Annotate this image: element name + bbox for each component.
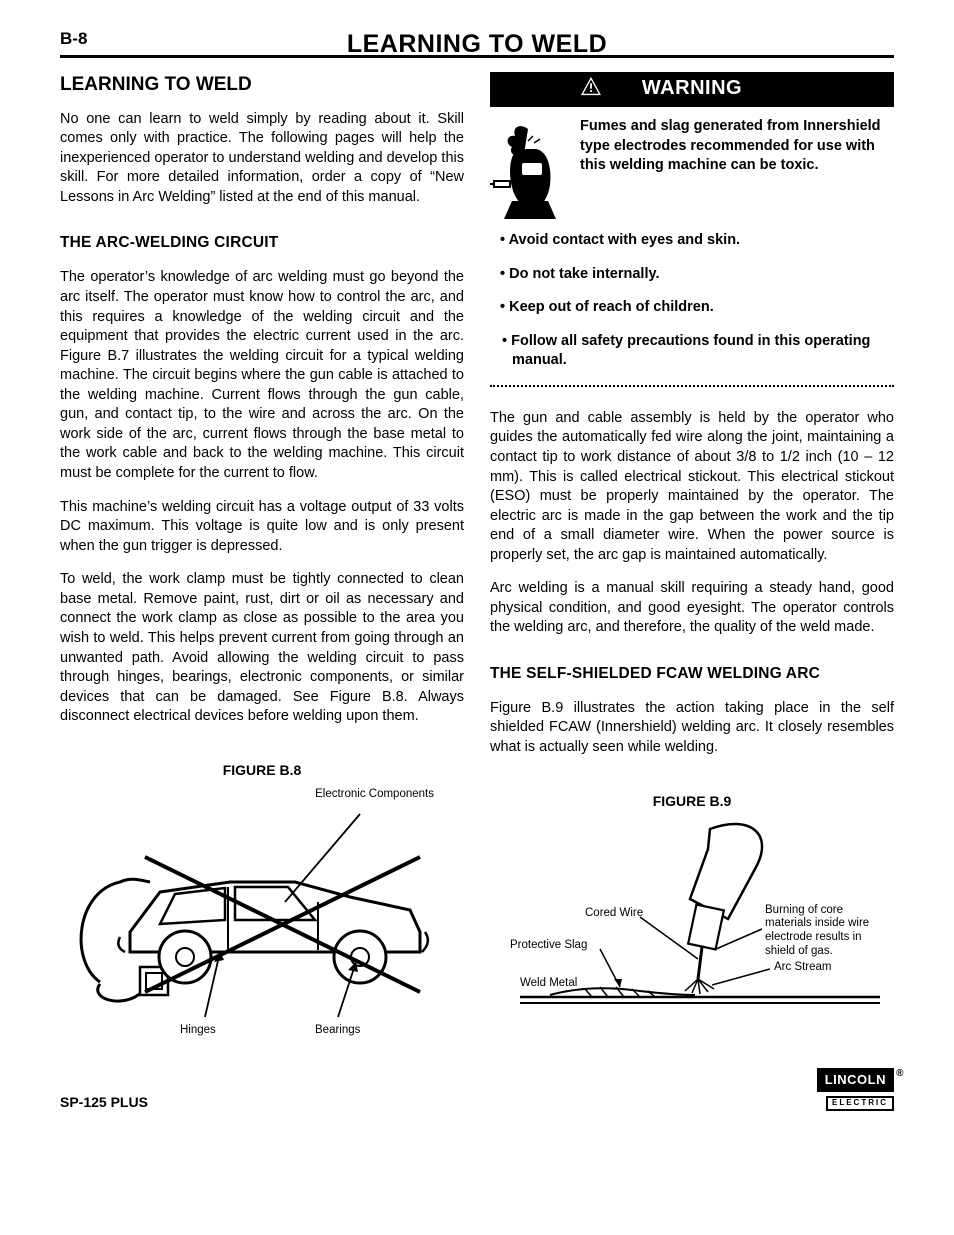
- warning-content: Fumes and slag generated from Innershiel…: [490, 117, 894, 221]
- page-header: B-8 LEARNING TO WELD: [60, 28, 894, 58]
- circuit-p2: This machine’s welding circuit has a vol…: [60, 498, 464, 557]
- intro-paragraph: No one can learn to weld simply by readi…: [60, 110, 464, 208]
- page-title: LEARNING TO WELD: [60, 28, 894, 62]
- figure-b9-label-arc: Arc Stream: [774, 961, 832, 975]
- warning-bullet-list: • Avoid contact with eyes and skin. • Do…: [500, 231, 894, 371]
- model-number: SP-125 PLUS: [60, 1093, 148, 1112]
- page-number: B-8: [60, 28, 87, 51]
- lincoln-logo: LINCOLN ® ELECTRIC: [817, 1068, 894, 1112]
- circuit-p3: To weld, the work clamp must be tightly …: [60, 570, 464, 727]
- logo-sub-text: ELECTRIC: [826, 1096, 894, 1111]
- right-p3: Figure B.9 illustrates the action taking…: [490, 699, 894, 758]
- content-columns: LEARNING TO WELD No one can learn to wel…: [60, 72, 894, 1038]
- section-heading-learning: LEARNING TO WELD: [60, 72, 464, 98]
- page-footer: SP-125 PLUS LINCOLN ® ELECTRIC: [60, 1068, 894, 1112]
- warning-item-3: • Keep out of reach of children.: [500, 298, 894, 318]
- figure-b8-illustration: [60, 802, 460, 1032]
- welding-mask-icon: [490, 121, 570, 221]
- warning-triangle-icon: [580, 76, 602, 96]
- circuit-p1: The operator’s knowledge of arc welding …: [60, 268, 464, 483]
- figure-b9-title: FIGURE B.9: [490, 792, 894, 811]
- warning-item-2: • Do not take internally.: [500, 265, 894, 285]
- figure-b8-label-bearings: Bearings: [315, 1024, 360, 1038]
- figure-b8-label-hinges: Hinges: [180, 1024, 216, 1038]
- right-column: WARNING Fu: [490, 72, 894, 1038]
- right-p1: The gun and cable assembly is held by th…: [490, 409, 894, 566]
- logo-main-text: LINCOLN ®: [817, 1068, 894, 1093]
- right-p2: Arc welding is a manual skill requiring …: [490, 579, 894, 638]
- figure-b9-label-slag: Protective Slag: [510, 939, 587, 953]
- registered-icon: ®: [896, 1067, 904, 1081]
- separator-dashed: [490, 385, 894, 387]
- figure-b8-label-electronic: Electronic Components: [315, 788, 434, 802]
- figure-b8-title: FIGURE B.8: [60, 761, 464, 780]
- section-heading-fcaw: THE SELF-SHIELDED FCAW WELDING ARC: [490, 664, 894, 685]
- warning-item-1: • Avoid contact with eyes and skin.: [500, 231, 894, 251]
- figure-b9-label-metal: Weld Metal: [520, 977, 577, 991]
- warning-title-text: WARNING: [642, 77, 742, 99]
- left-column: LEARNING TO WELD No one can learn to wel…: [60, 72, 464, 1038]
- section-heading-circuit: THE ARC-WELDING CIRCUIT: [60, 233, 464, 254]
- warning-item-4: • Follow all safety precautions found in…: [500, 332, 894, 371]
- figure-b9: Cored Wire Protective Slag Weld Metal Bu…: [490, 819, 894, 1019]
- figure-b9-label-cored: Cored Wire: [585, 907, 643, 921]
- figure-b8: Electronic Components: [60, 788, 464, 1038]
- warning-banner: WARNING: [490, 72, 894, 107]
- figure-b9-label-burning: Burning of core materials inside wire el…: [765, 904, 885, 959]
- warning-head-text: Fumes and slag generated from Innershiel…: [580, 117, 894, 176]
